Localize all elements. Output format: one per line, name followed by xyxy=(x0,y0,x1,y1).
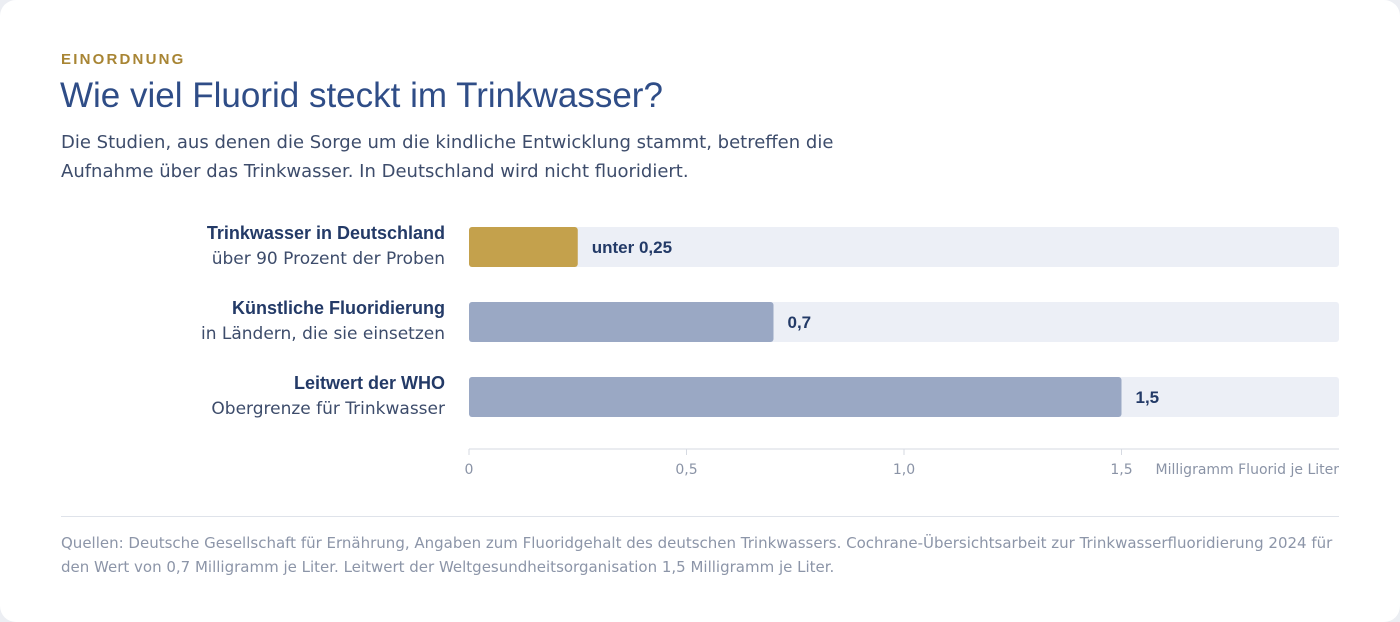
row-subtitle: Obergrenze für Trinkwasser xyxy=(211,399,445,419)
row-title: Trinkwasser in Deutschland xyxy=(206,223,445,243)
bar-track xyxy=(469,227,1339,267)
row-subtitle: in Ländern, die sie einsetzen xyxy=(200,324,445,344)
bar xyxy=(469,377,1122,417)
x-axis-label: Milligramm Fluorid je Liter xyxy=(1156,462,1340,478)
row-subtitle: über 90 Prozent der Proben xyxy=(211,249,445,269)
data-label: unter 0,25 xyxy=(592,238,672,257)
row-title: Leitwert der WHO xyxy=(293,373,445,393)
x-tick-label: 1,5 xyxy=(1110,462,1132,478)
row-label-who: Leitwert der WHO Obergrenze für Trinkwas… xyxy=(211,371,445,423)
data-label: 0,7 xyxy=(788,313,812,332)
bar xyxy=(469,302,774,342)
sources-note: Quellen: Deutsche Gesellschaft für Ernäh… xyxy=(61,534,1333,576)
page-title: Wie viel Fluorid steckt im Trinkwasser? xyxy=(60,76,663,115)
x-tick-label: 0,5 xyxy=(675,462,697,478)
divider xyxy=(61,516,1339,517)
subtitle: Die Studien, aus denen die Sorge um die … xyxy=(61,132,834,182)
row-title: Künstliche Fluoridierung xyxy=(231,298,445,318)
x-tick-label: 1,0 xyxy=(893,462,915,478)
x-tick-label: 0 xyxy=(465,462,474,478)
data-label: 1,5 xyxy=(1136,388,1160,407)
bar xyxy=(469,227,578,267)
kicker: EINORDNUNG xyxy=(61,51,186,68)
row-label-germany: Trinkwasser in Deutschland über 90 Proze… xyxy=(207,221,445,273)
row-label-fluoridation: Künstliche Fluoridierung in Ländern, die… xyxy=(201,296,445,348)
